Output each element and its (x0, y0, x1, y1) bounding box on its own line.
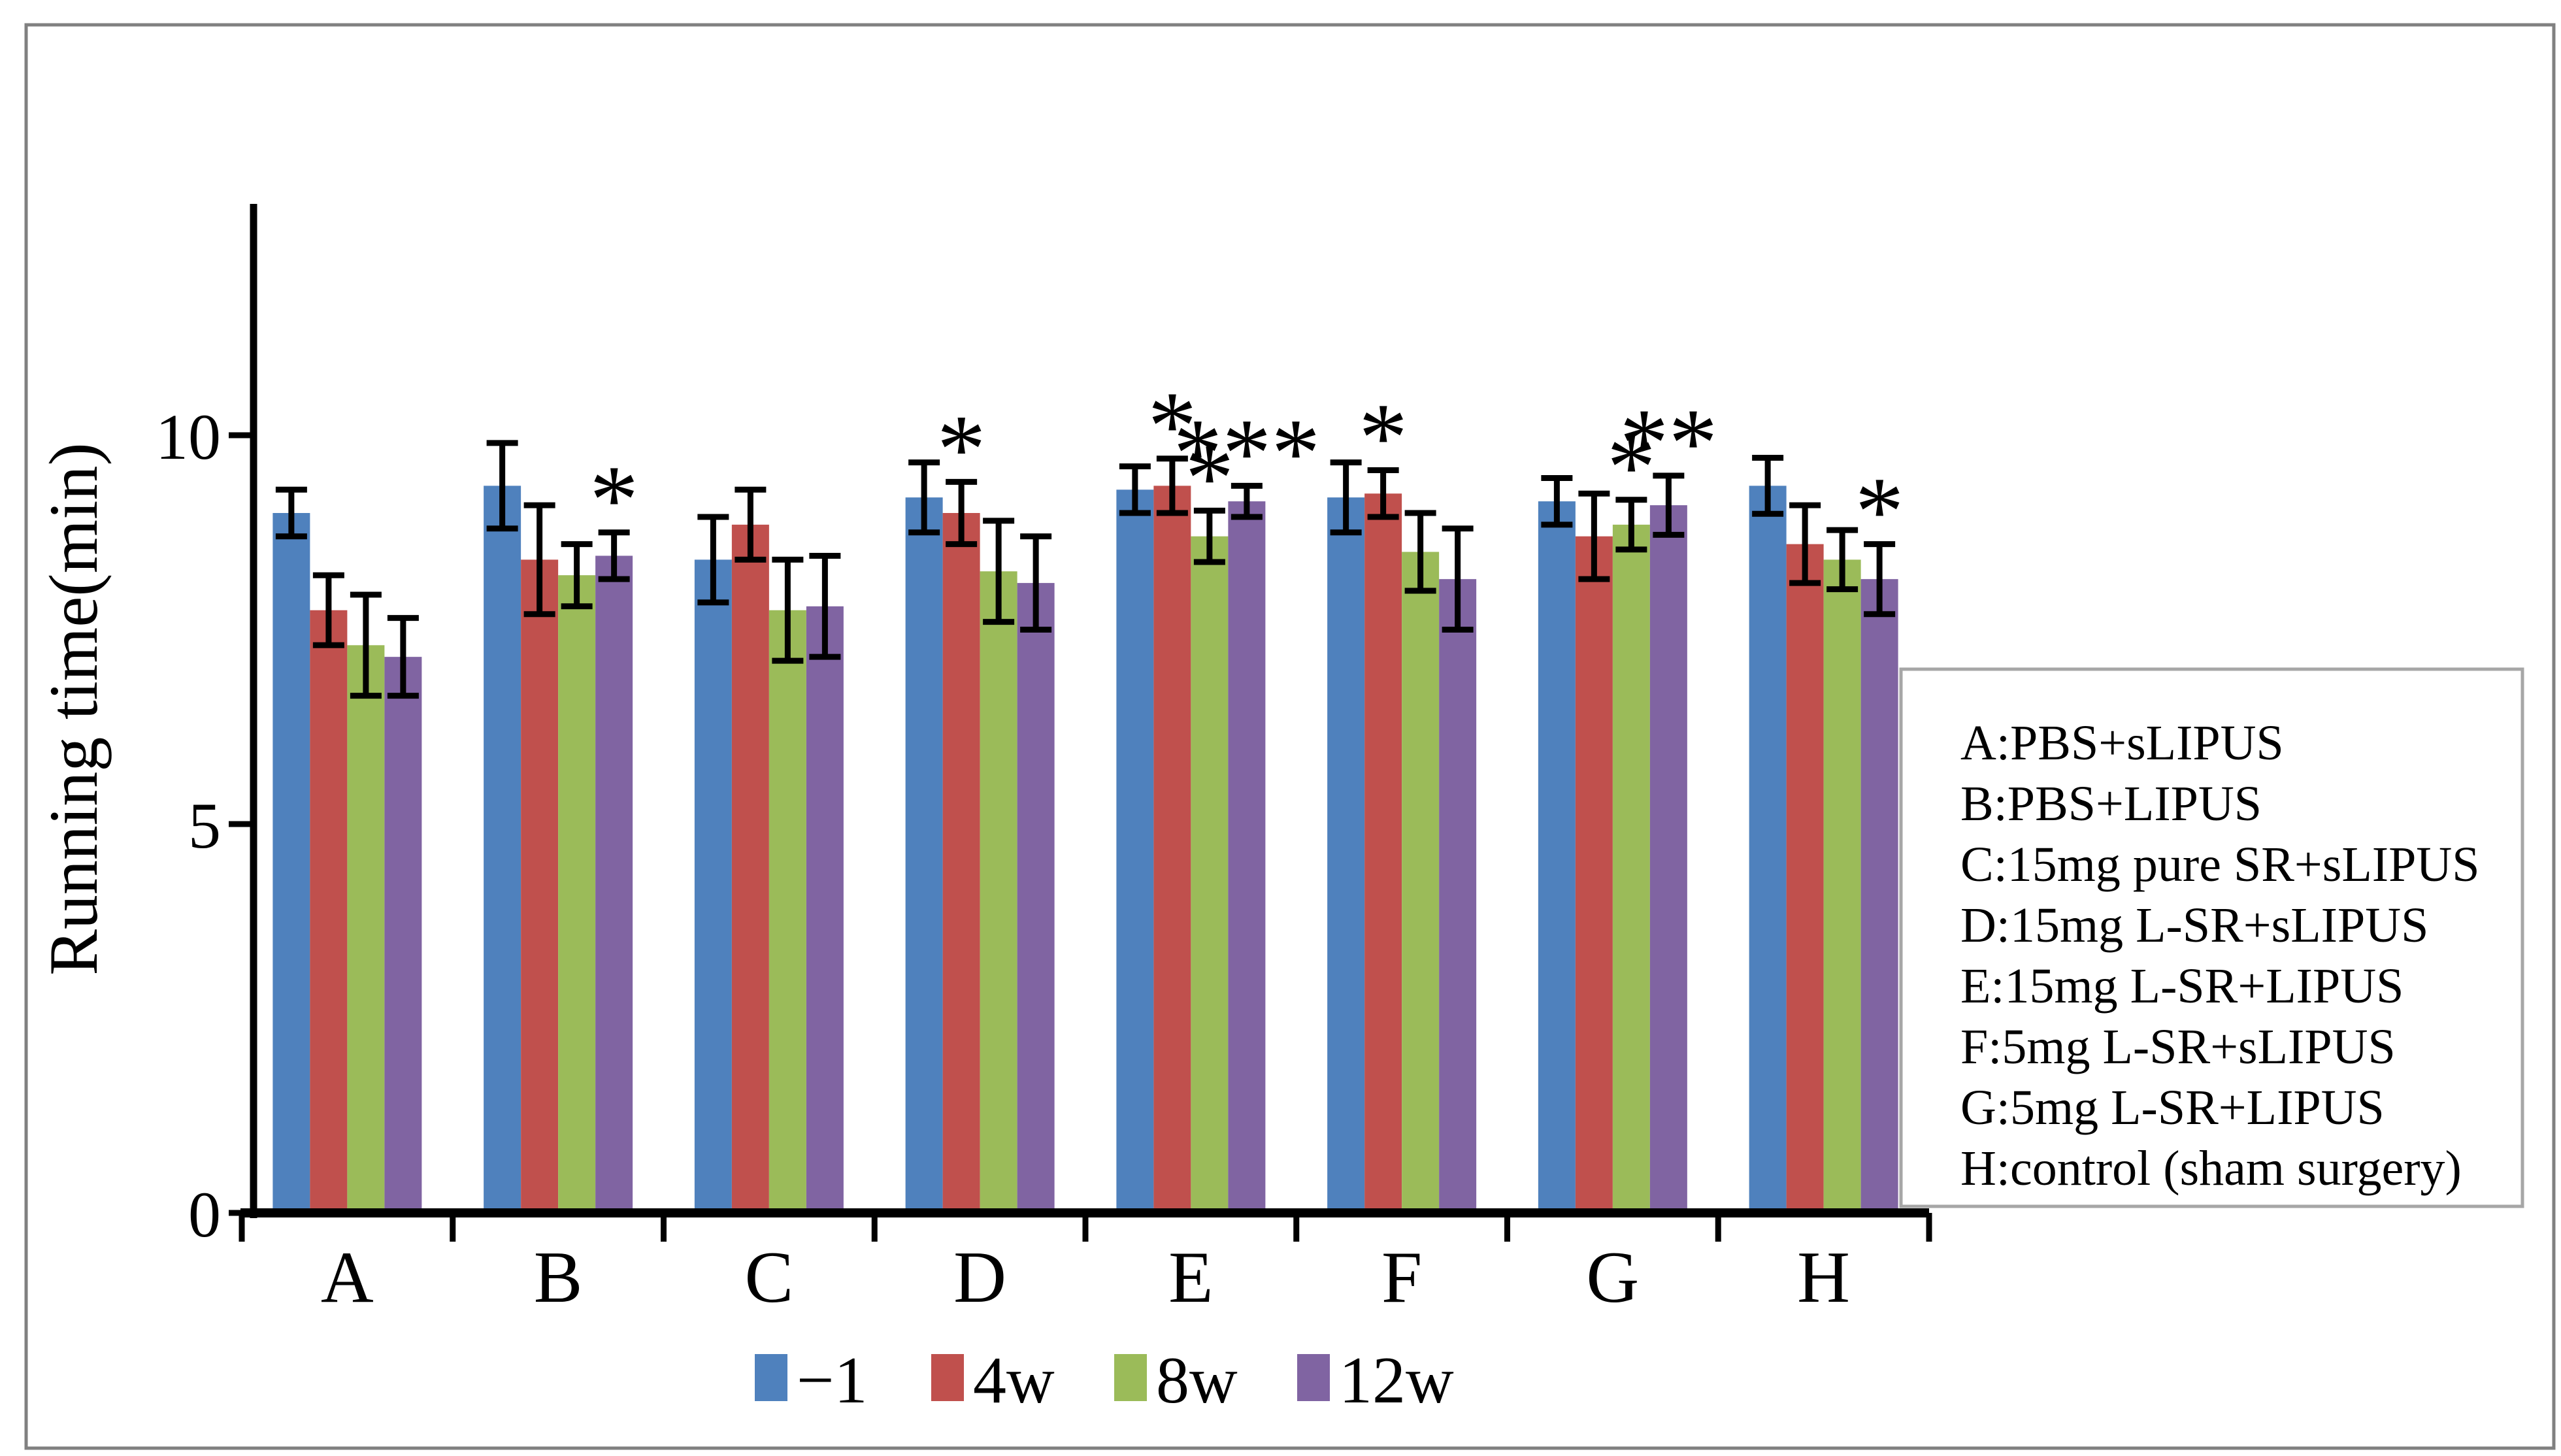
bar-A-12w (384, 657, 422, 1213)
bar-B-4w (521, 559, 559, 1213)
group-legend-line-2: B:PBS+LIPUS (1960, 776, 2262, 831)
bar-G-−1 (1538, 501, 1576, 1213)
x-category-label-H: H (1797, 1237, 1850, 1318)
legend-label-8w: 8w (1156, 1344, 1238, 1417)
legend-swatch-12w (1297, 1354, 1330, 1401)
significance-marker-H-12w: * (1855, 457, 1904, 566)
x-category-label-F: F (1381, 1237, 1422, 1318)
bar-C-−1 (694, 559, 732, 1213)
bar-H-8w (1823, 559, 1861, 1213)
group-legend-line-3: C:15mg pure SR+sLIPUS (1960, 837, 2480, 892)
significance-marker-B-12w: * (589, 446, 638, 554)
bar-G-4w (1575, 536, 1613, 1214)
y-tick-label-0: 0 (188, 1178, 221, 1251)
bar-D-−1 (905, 497, 943, 1214)
bar-A-−1 (273, 513, 310, 1213)
x-category-label-C: C (745, 1237, 794, 1318)
significance-marker-F-4w: * (1359, 384, 1408, 492)
bar-B-−1 (484, 486, 521, 1213)
y-tick-label-5: 5 (188, 789, 221, 862)
x-category-label-D: D (953, 1237, 1006, 1318)
bar-B-12w (595, 555, 633, 1213)
bar-D-12w (1017, 583, 1055, 1213)
legend-swatch-−1 (755, 1354, 787, 1401)
bar-A-8w (347, 645, 385, 1213)
x-category-label-G: G (1586, 1237, 1639, 1318)
y-axis-title: Running time(min) (35, 442, 112, 976)
bar-E-12w (1228, 501, 1266, 1213)
bar-H-−1 (1749, 486, 1787, 1213)
group-legend-box (1899, 667, 2524, 1208)
bar-G-12w (1649, 505, 1687, 1213)
group-legend-line-8: H:control (sham surgery) (1960, 1141, 2462, 1196)
bar-E-−1 (1116, 489, 1154, 1213)
x-category-label-E: E (1168, 1237, 1213, 1318)
significance-marker-D-4w: * (937, 395, 986, 503)
group-legend-line-7: G:5mg L-SR+LIPUS (1960, 1080, 2385, 1135)
bar-C-12w (806, 606, 844, 1213)
figure-border (24, 23, 2556, 1450)
y-tick-label-10: 10 (156, 401, 221, 473)
bar-E-4w (1153, 486, 1191, 1213)
bar-F-4w (1364, 493, 1402, 1213)
group-legend-line-5: E:15mg L-SR+LIPUS (1960, 959, 2404, 1014)
bar-H-4w (1786, 544, 1824, 1213)
legend-swatch-4w (931, 1354, 964, 1401)
bar-G-8w (1612, 524, 1650, 1213)
significance-marker-E-8w: * (1185, 423, 1234, 532)
bar-D-8w (980, 571, 1017, 1213)
x-category-label-B: B (534, 1237, 583, 1318)
bar-F-8w (1402, 552, 1440, 1213)
bar-F-12w (1439, 579, 1477, 1213)
group-legend-line-1: A:PBS+sLIPUS (1960, 716, 2284, 770)
significance-marker-G-12w: ** (1619, 389, 1717, 497)
significance-marker-G-8w: * (1607, 413, 1656, 521)
legend-label-12w: 12w (1339, 1344, 1454, 1417)
bar-F-−1 (1327, 497, 1365, 1214)
bar-A-4w (310, 610, 348, 1213)
group-legend-line-4: D:15mg L-SR+sLIPUS (1960, 898, 2428, 953)
legend-label-4w: 4w (973, 1344, 1055, 1417)
legend-label-−1: −1 (797, 1344, 868, 1417)
significance-marker-E-4w: * (1148, 372, 1197, 480)
bar-D-4w (942, 513, 980, 1213)
legend-swatch-8w (1114, 1354, 1147, 1401)
bar-B-8w (558, 575, 596, 1213)
bar-H-12w (1860, 579, 1898, 1213)
group-legend-line-6: F:5mg L-SR+sLIPUS (1960, 1019, 2396, 1074)
x-category-label-A: A (321, 1237, 374, 1318)
bar-C-4w (731, 524, 769, 1213)
bar-C-8w (768, 610, 806, 1213)
significance-marker-E-12w: *** (1173, 399, 1320, 507)
bar-E-8w (1191, 536, 1229, 1214)
